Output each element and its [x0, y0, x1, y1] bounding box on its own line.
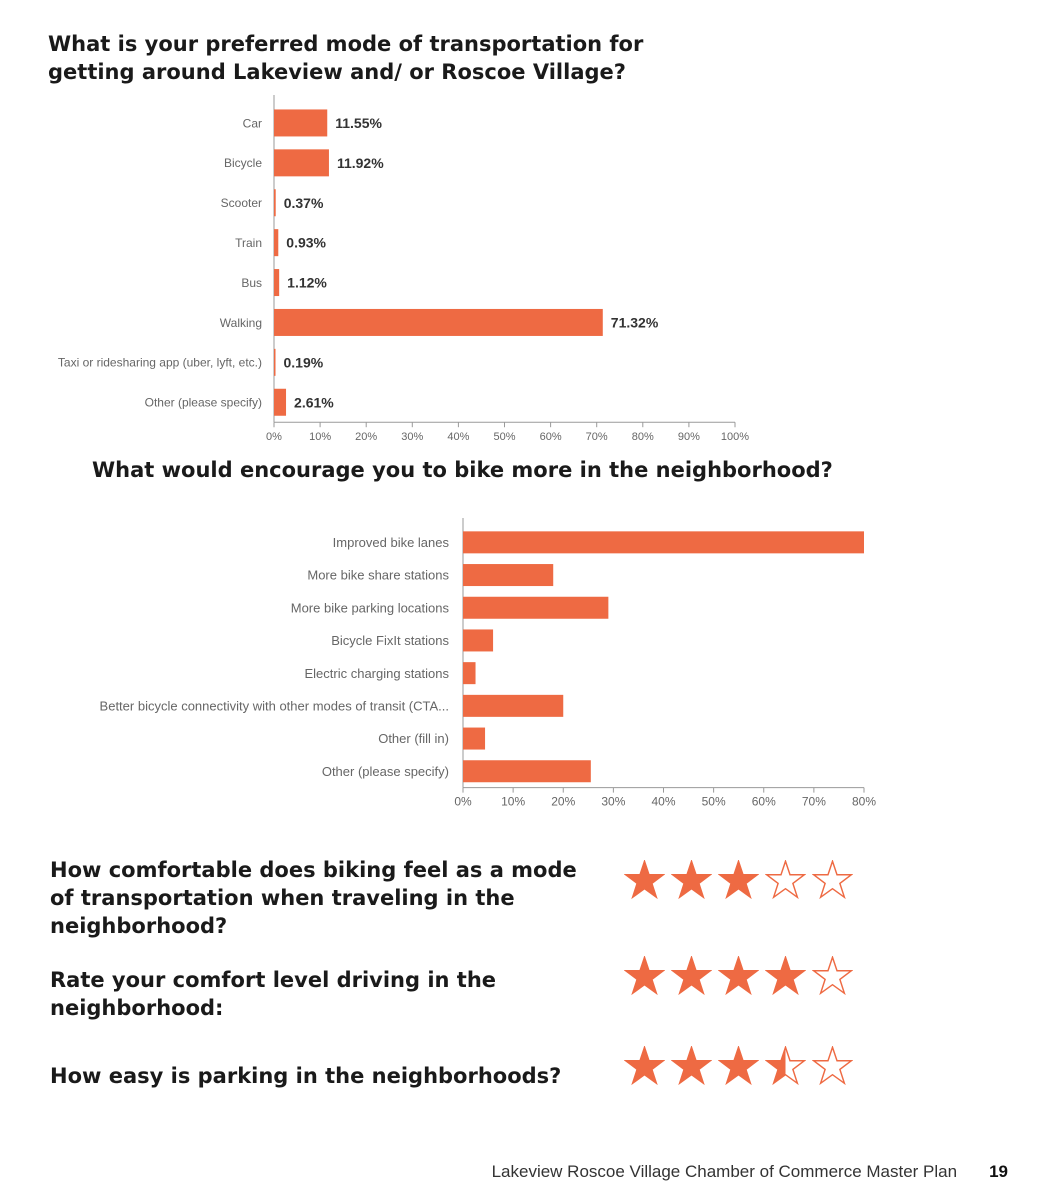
rating-stars-driving	[624, 956, 853, 997]
chart1-title: What is your preferred mode of transport…	[48, 32, 644, 84]
star-empty-icon	[812, 1046, 853, 1086]
x-tick-label: 60%	[540, 431, 562, 443]
star-empty-icon	[812, 956, 853, 996]
chart2-title: What would encourage you to bike more in…	[92, 458, 833, 482]
x-tick-label: 30%	[401, 431, 423, 443]
x-tick-label: 20%	[355, 431, 377, 443]
x-tick-label: 50%	[493, 431, 515, 443]
x-tick-label: 100%	[721, 431, 749, 443]
category-label: Taxi or ridesharing app (uber, lyft, etc…	[58, 356, 262, 370]
x-tick-label: 70%	[802, 795, 826, 809]
bar	[463, 760, 591, 783]
data-label: 11.92%	[337, 155, 384, 171]
star-filled-icon	[671, 860, 712, 900]
category-label: Walking	[220, 316, 262, 330]
star-filled-icon	[624, 860, 665, 900]
transportation-mode-chart: 0% 10% 20% 30% 40% 50% 60% 70% 80% 90% 100% Car 11.5…	[58, 95, 749, 443]
data-label: 2.61%	[294, 394, 334, 410]
category-label: Bus	[241, 276, 262, 290]
data-label: 0.37%	[284, 195, 324, 211]
data-label: 11.55%	[335, 115, 382, 131]
x-tick-label: 20%	[551, 795, 575, 809]
page-number: 19	[989, 1162, 1008, 1181]
category-label: More bike parking locations	[291, 600, 450, 615]
category-label: Bicycle	[224, 156, 262, 170]
bar	[274, 189, 276, 217]
star-filled-icon	[718, 860, 759, 900]
bar	[274, 348, 276, 376]
bar	[463, 629, 494, 652]
category-label: Better bicycle connectivity with other m…	[100, 699, 449, 714]
bar	[463, 531, 864, 554]
star-filled-icon	[624, 1046, 665, 1086]
rating-question-biking: How comfortable does biking feel as a mo…	[50, 858, 577, 938]
data-label: 0.19%	[284, 354, 324, 370]
x-tick-label: 0%	[266, 431, 282, 443]
category-label: Scooter	[221, 196, 262, 210]
x-tick-label: 30%	[601, 795, 625, 809]
page-footer: Lakeview Roscoe Village Chamber of Comme…	[492, 1162, 1008, 1182]
x-tick-label: 60%	[752, 795, 776, 809]
bar	[463, 596, 609, 619]
star-filled-icon	[718, 956, 759, 996]
x-tick-label: 80%	[632, 431, 654, 443]
data-label: 0.93%	[286, 235, 326, 251]
x-tick-label: 40%	[651, 795, 675, 809]
bar	[463, 727, 486, 750]
bar	[463, 564, 554, 587]
data-label: 1.12%	[287, 275, 327, 291]
bar	[274, 269, 280, 297]
rating-stars-biking	[624, 860, 853, 901]
bar	[274, 149, 329, 177]
category-label: Car	[243, 116, 262, 130]
x-tick-label: 50%	[702, 795, 726, 809]
x-tick-label: 40%	[447, 431, 469, 443]
bike-encouragement-chart: 0% 10% 20% 30% 40% 50% 60% 70% 80% Improved bike …	[100, 518, 876, 809]
star-empty-icon	[765, 860, 806, 900]
category-label: Electric charging stations	[304, 666, 449, 681]
star-filled-icon	[765, 956, 806, 996]
category-label: Improved bike lanes	[333, 535, 450, 550]
category-label: Bicycle FixIt stations	[331, 633, 449, 648]
bar	[274, 308, 603, 336]
x-tick-label: 70%	[586, 431, 608, 443]
star-filled-icon	[671, 1046, 712, 1086]
bar	[274, 109, 328, 137]
star-empty-icon	[812, 860, 853, 900]
star-filled-icon	[718, 1046, 759, 1086]
category-label: More bike share stations	[307, 568, 449, 583]
bar	[274, 388, 287, 416]
data-label: 71.32%	[611, 314, 659, 330]
rating-stars-parking	[624, 1046, 853, 1087]
star-filled-icon	[624, 956, 665, 996]
x-tick-label: 10%	[501, 795, 525, 809]
star-half-icon	[765, 1046, 806, 1086]
footer-title: Lakeview Roscoe Village Chamber of Comme…	[491, 1162, 958, 1181]
category-label: Train	[235, 236, 262, 250]
category-label: Other (fill in)	[378, 731, 449, 746]
rating-question-driving: Rate your comfort level driving in the n…	[50, 968, 497, 1020]
x-tick-label: 10%	[309, 431, 331, 443]
category-label: Other (please specify)	[322, 764, 449, 779]
rating-question-parking: How easy is parking in the neighborhoods…	[50, 1064, 562, 1088]
bar	[274, 229, 279, 257]
category-label: Other (please specify)	[145, 396, 262, 410]
x-tick-label: 80%	[852, 795, 876, 809]
bar	[463, 662, 476, 685]
x-tick-label: 90%	[678, 431, 700, 443]
x-tick-label: 0%	[454, 795, 472, 809]
star-filled-icon	[671, 956, 712, 996]
bar	[463, 694, 564, 717]
